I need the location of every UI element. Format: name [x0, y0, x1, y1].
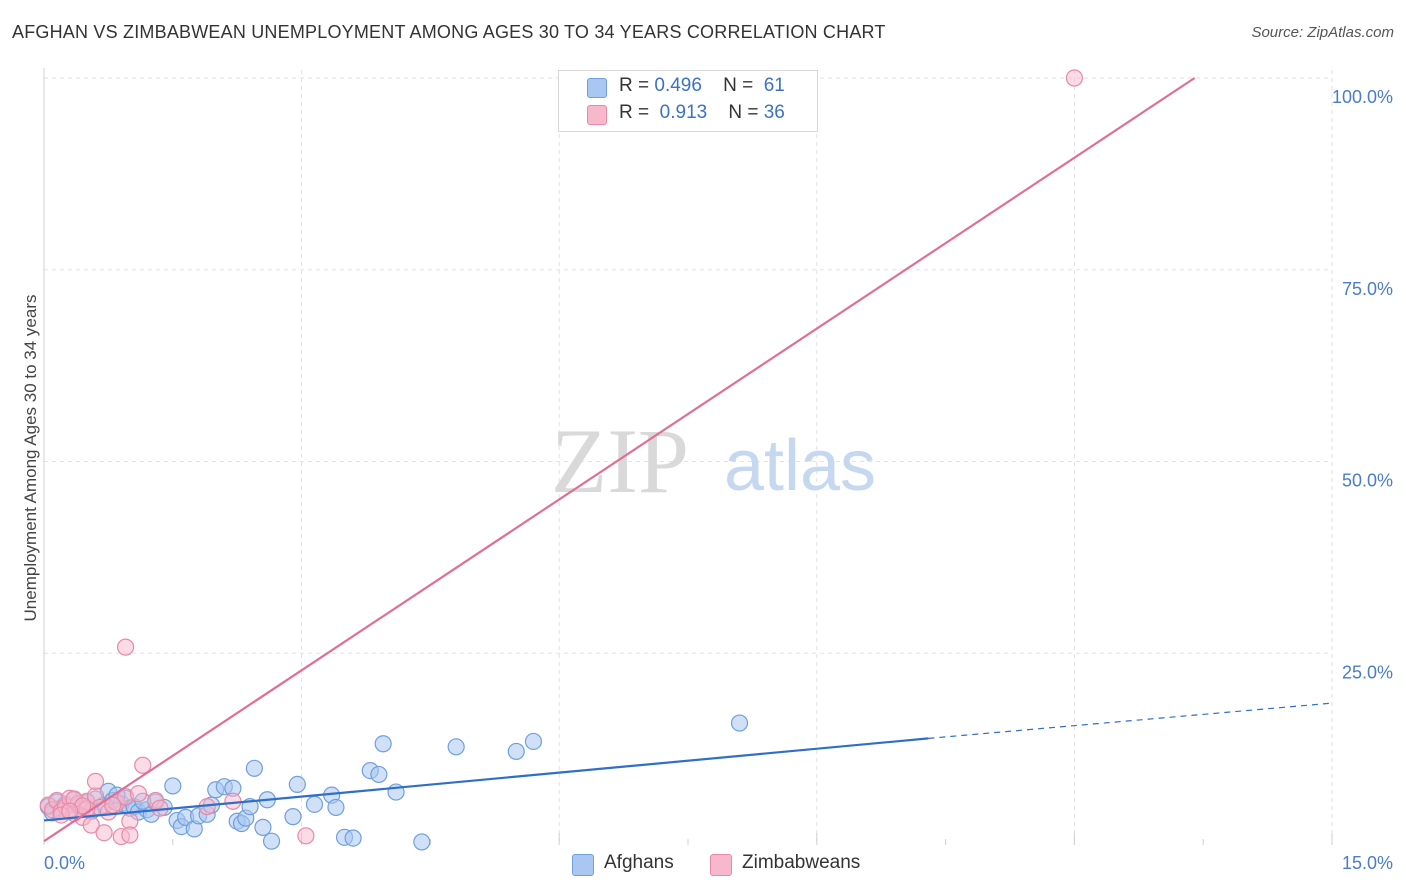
- zimbabwean-point: [134, 756, 152, 774]
- afghan-trend-extension: [928, 702, 1333, 739]
- zimbabwean-point: [121, 826, 139, 844]
- zimbabwean-points: [39, 69, 1084, 846]
- bottom-legend-afghans-label: Afghans: [604, 852, 674, 873]
- chart-source: Source: ZipAtlas.com: [1251, 24, 1394, 41]
- y-tick-label: 75.0%: [1342, 279, 1393, 299]
- watermark-zip: ZIP: [551, 410, 689, 512]
- x-tick-label: 15.0%: [1342, 853, 1393, 873]
- tick-labels: 25.0% 50.0% 75.0% 100.0% 0.0% 15.0%: [44, 87, 1393, 873]
- afghan-point: [284, 808, 302, 826]
- trend-lines: [43, 77, 1333, 843]
- legend-r-label: R =: [619, 75, 650, 96]
- afghan-point: [344, 829, 362, 847]
- afghan-point: [164, 777, 182, 795]
- afghan-point: [413, 833, 431, 851]
- zimbabwean-point: [86, 772, 105, 790]
- afghan-point: [370, 765, 388, 784]
- legend-swatch-zimbabweans: [587, 105, 607, 125]
- stats-legend: R = 0.496 N = 61 R = 0.913 N = 36: [558, 70, 818, 132]
- x-tick-label: 0.0%: [44, 853, 85, 873]
- zimbabwean-point: [224, 792, 242, 810]
- afghan-point: [524, 732, 543, 751]
- watermark-atlas: atlas: [724, 426, 876, 506]
- legend-r-value-afghans: 0.496: [654, 75, 702, 96]
- afghan-point: [288, 775, 306, 794]
- legend-n-value-afghans: 61: [763, 75, 785, 96]
- zimbabwean-point: [95, 824, 113, 842]
- legend-n-label: N =: [723, 75, 754, 96]
- afghan-point: [262, 832, 281, 850]
- watermark: ZIP atlas: [551, 410, 876, 512]
- zimbabwean-point: [61, 802, 79, 820]
- zimbabwean-trend-line: [43, 77, 1196, 843]
- bottom-swatch-afghans: [572, 854, 594, 876]
- bottom-legend-zimbabweans-label: Zimbabweans: [742, 852, 861, 873]
- afghan-points: [39, 714, 749, 851]
- afghan-point: [730, 714, 749, 732]
- afghan-point: [245, 759, 263, 777]
- zimbabwean-point: [1065, 69, 1084, 87]
- legend-r-value-zimbabweans: 0.913: [659, 102, 708, 123]
- y-tick-label: 50.0%: [1342, 471, 1393, 491]
- y-axis-title: Unemployment Among Ages 30 to 34 years: [21, 295, 40, 622]
- legend-swatch-afghans: [587, 78, 607, 98]
- legend-n-label: N =: [728, 102, 759, 123]
- zimbabwean-point: [129, 785, 148, 803]
- chart-title: AFGHAN VS ZIMBABWEAN UNEMPLOYMENT AMONG …: [12, 22, 886, 42]
- afghan-point: [447, 738, 465, 756]
- afghan-point: [374, 735, 392, 753]
- bottom-swatch-zimbabweans: [710, 854, 732, 876]
- afghan-point: [507, 742, 525, 761]
- y-tick-label: 25.0%: [1342, 662, 1393, 682]
- zimbabwean-point: [297, 827, 315, 845]
- afghan-point: [305, 795, 324, 813]
- y-tick-label: 100.0%: [1332, 87, 1393, 107]
- afghan-point: [327, 798, 345, 817]
- afghan-point: [254, 818, 272, 836]
- afghan-trend-line: [43, 737, 929, 822]
- legend-n-value-zimbabweans: 36: [763, 102, 785, 123]
- legend-r-label: R =: [619, 102, 650, 123]
- zimbabwean-point: [116, 638, 135, 656]
